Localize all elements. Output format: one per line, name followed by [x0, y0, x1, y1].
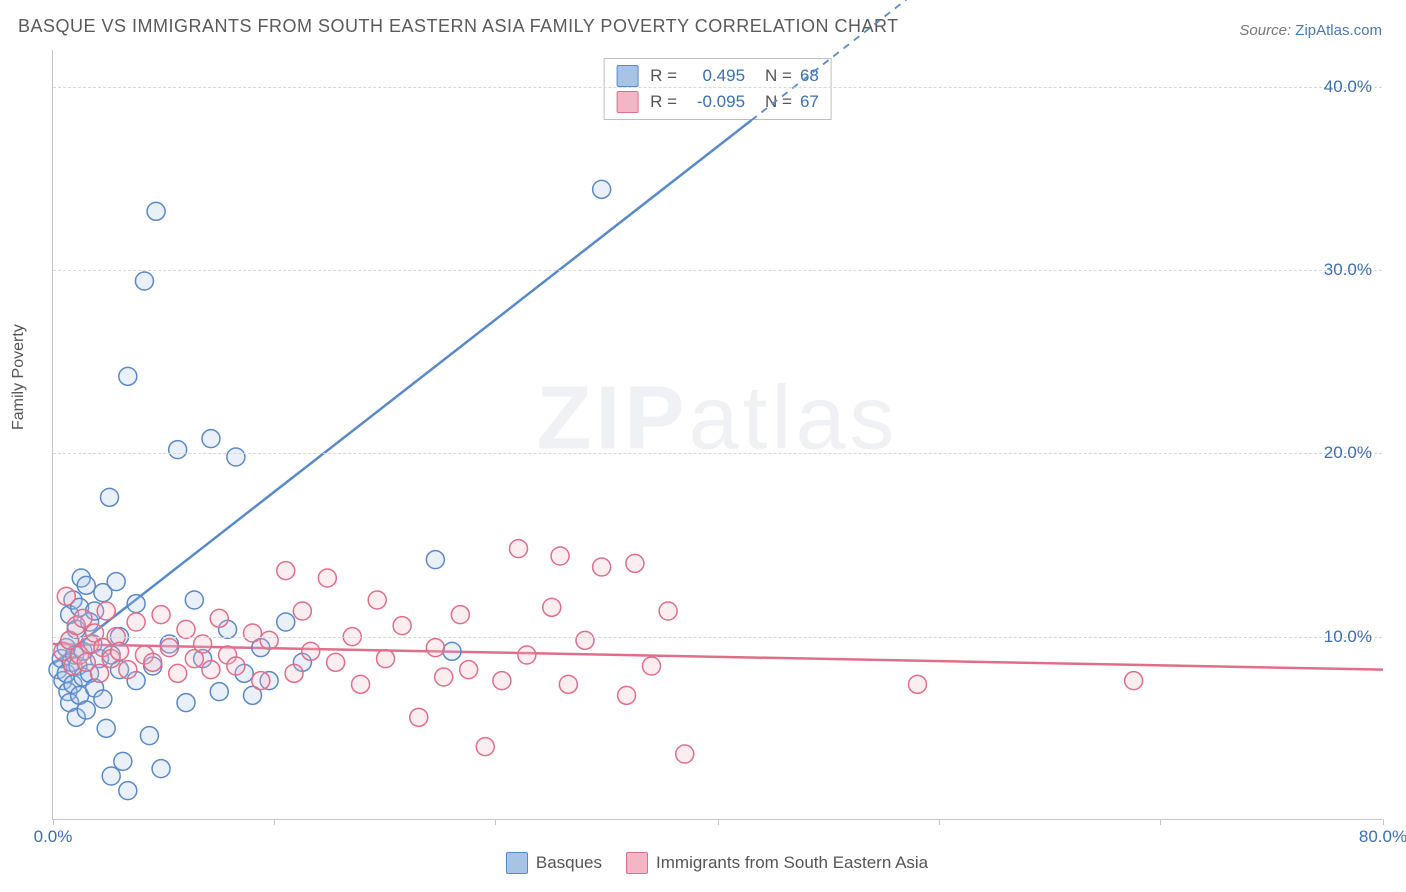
x-tick-mark	[274, 819, 275, 825]
legend-label-immigrants: Immigrants from South Eastern Asia	[656, 853, 928, 873]
x-tick-label: 0.0%	[34, 827, 73, 847]
x-tick-mark	[1383, 819, 1384, 825]
gridline-h	[53, 270, 1382, 271]
x-tick-mark	[939, 819, 940, 825]
y-tick-label: 20.0%	[1324, 443, 1372, 463]
y-tick-label: 40.0%	[1324, 77, 1372, 97]
x-tick-mark	[495, 819, 496, 825]
legend-item-immigrants: Immigrants from South Eastern Asia	[626, 852, 928, 874]
legend-label-basques: Basques	[536, 853, 602, 873]
x-tick-mark	[1160, 819, 1161, 825]
source-label: Source:	[1239, 22, 1291, 39]
y-tick-label: 10.0%	[1324, 627, 1372, 647]
x-tick-mark	[718, 819, 719, 825]
source-link[interactable]: ZipAtlas.com	[1295, 22, 1382, 39]
plot-area: ZIPatlas R = 0.495 N = 68 R = -0.095 N =…	[52, 50, 1382, 820]
gridline-h	[53, 637, 1382, 638]
swatch-immigrants-bottom	[626, 852, 648, 874]
x-tick-mark	[53, 819, 54, 825]
gridline-h	[53, 453, 1382, 454]
legend-item-basques: Basques	[506, 852, 602, 874]
series-legend: Basques Immigrants from South Eastern As…	[52, 852, 1382, 874]
swatch-basques-bottom	[506, 852, 528, 874]
y-axis-label: Family Poverty	[10, 324, 28, 430]
gridline-h	[53, 87, 1382, 88]
y-tick-label: 30.0%	[1324, 260, 1372, 280]
chart-svg	[53, 50, 1382, 819]
chart-title: BASQUE VS IMMIGRANTS FROM SOUTH EASTERN …	[18, 16, 899, 37]
x-tick-label: 80.0%	[1359, 827, 1406, 847]
source-attribution: Source: ZipAtlas.com	[1239, 22, 1382, 39]
